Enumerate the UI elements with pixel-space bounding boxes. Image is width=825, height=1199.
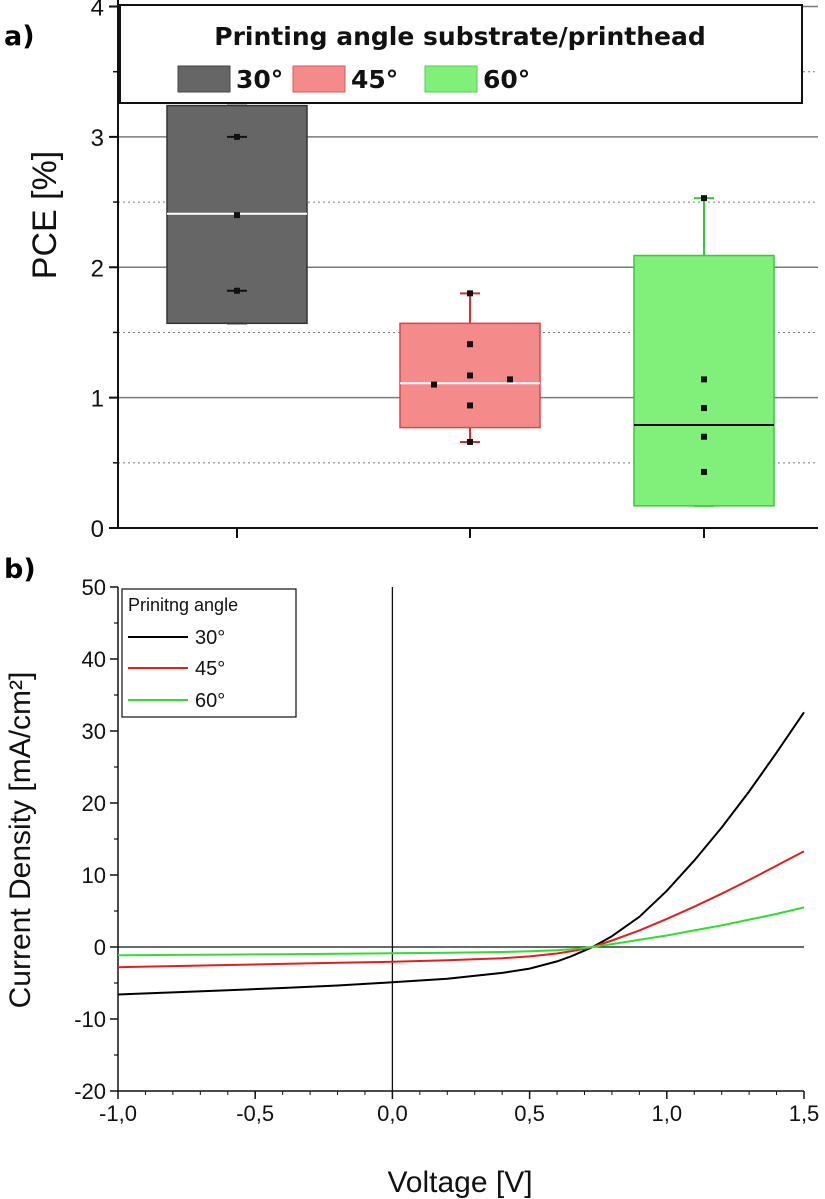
data-point — [467, 402, 473, 409]
panel-b-legend: Prinitng angle 30° 45° 60° — [121, 588, 297, 718]
legend-label-60: 60° — [483, 65, 530, 94]
data-point — [467, 438, 473, 445]
panel-b-axes: -20 -10 0 10 20 30 40 50 -1,0 -0,5 0,0 0,5 1,0 1,5 — [74, 575, 819, 1126]
panel-a-y-tick-label: 3 — [91, 125, 104, 152]
data-point — [507, 376, 513, 383]
panel-a-box-chart: a) 0 1 2 3 4 PCE [%] Printing angle substrat… — [4, 0, 818, 543]
panel-a-y-axis-label: PCE [%] — [26, 151, 64, 279]
panel-b-x-tick-label: -0,5 — [236, 1101, 274, 1126]
panel-b-legend-title: Prinitng angle — [128, 595, 238, 615]
panel-b-x-tick-label: -1,0 — [99, 1101, 137, 1126]
panel-b-x-tick-label: 0,0 — [377, 1101, 408, 1126]
panel-b-y-tick-label: 40 — [82, 647, 106, 672]
panel-a-y-tick-label: 0 — [91, 516, 104, 543]
panel-b-y-axis-label: Current Density [mA/cm²] — [4, 672, 37, 1009]
data-point — [467, 290, 473, 297]
panel-b-series — [117, 711, 805, 996]
panel-b-x-tick-label: 1,5 — [789, 1101, 820, 1126]
panel-a-legend-title: Printing angle substrate/printhead — [214, 22, 705, 51]
legend-swatch-30 — [177, 65, 231, 93]
box-60° — [633, 195, 775, 507]
legend-swatch-45 — [292, 65, 346, 93]
legend-b-label-30: 30° — [195, 627, 225, 649]
panel-b-y-tick-label: -20 — [74, 1079, 106, 1104]
panel-b-y-tick-label: 0 — [94, 935, 106, 960]
data-point — [701, 376, 707, 383]
legend-swatch-60 — [424, 65, 478, 93]
legend-label-30: 30° — [236, 65, 283, 94]
data-point — [234, 212, 240, 219]
legend-b-label-45: 45° — [195, 658, 225, 680]
data-point — [701, 405, 707, 412]
panel-a-y-tick-label: 1 — [91, 386, 104, 413]
data-point — [467, 372, 473, 379]
panel-b-y-tick-label: 20 — [82, 791, 106, 816]
panel-a-legend: Printing angle substrate/printhead 30° 4… — [119, 4, 803, 104]
panel-a-y-tick-label: 2 — [91, 255, 104, 282]
box-body — [399, 322, 541, 429]
data-point — [467, 341, 473, 348]
legend-label-45: 45° — [351, 65, 398, 94]
panel-b-y-tick-label: 30 — [82, 719, 106, 744]
panel-b-legend-frame — [121, 588, 297, 718]
panel-b-line-chart: b) -20 -10 0 10 20 30 40 50 -1,0 -0,5 0,0 0,5 1,0 1,5… — [4, 554, 819, 1199]
panel-b-x-tick-label: 1,0 — [652, 1101, 683, 1126]
jv-curve-45° — [117, 850, 805, 969]
data-point — [701, 195, 707, 202]
jv-curve-30° — [117, 711, 805, 996]
panel-b-x-tick-label: 0,5 — [514, 1101, 545, 1126]
panel-b-y-tick-label: -10 — [74, 1007, 106, 1032]
panel-b-y-tick-label: 50 — [82, 575, 106, 600]
panel-b-x-axis-label: Voltage [V] — [387, 1166, 532, 1199]
data-point — [701, 433, 707, 440]
panel-a-label: a) — [4, 21, 35, 52]
panel-b-y-tick-label: 10 — [82, 863, 106, 888]
panel-b-label: b) — [4, 554, 36, 585]
legend-b-label-60: 60° — [195, 690, 225, 712]
box-30° — [166, 104, 308, 325]
panel-a-boxes — [166, 104, 775, 507]
jv-curve-60° — [117, 906, 805, 957]
box-45° — [399, 290, 541, 445]
data-point — [701, 468, 707, 475]
panel-a-y-tick-label: 4 — [91, 0, 104, 22]
data-point — [431, 381, 437, 388]
panel-a-axes: 0 1 2 3 4 — [91, 0, 818, 543]
